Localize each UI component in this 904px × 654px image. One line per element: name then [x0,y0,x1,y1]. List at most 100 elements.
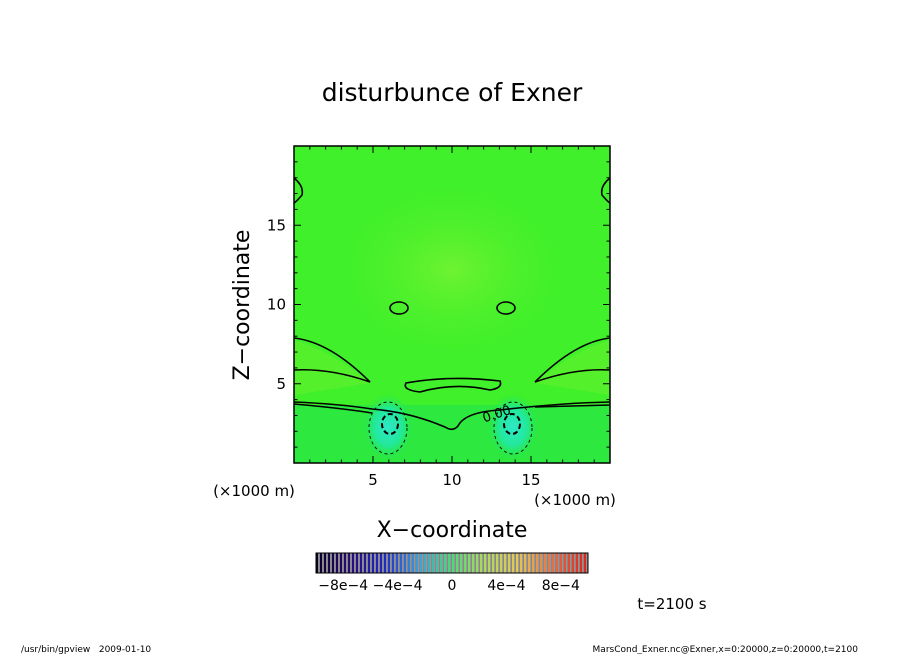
axis-tick-labels: 5 10 15 5 10 15 [267,216,541,489]
colorbar [316,553,588,573]
contour-neg-outer-left [368,401,408,455]
colorbar-divider [558,553,560,573]
colorbar-segment [560,553,563,573]
colorbar-divider [478,553,480,573]
colorbar-segment [368,553,371,573]
colorbar-divider [374,553,376,573]
colorbar-divider [330,553,332,573]
contour-center-lobe [404,377,502,393]
colorbar-divider [490,553,492,573]
colorbar-segment [532,553,535,573]
time-label: t=2100 s [637,595,706,613]
colorbar-divider [342,553,344,573]
x-tick-label: 10 [442,471,461,489]
colorbar-divider [506,553,508,573]
colorbar-segment [548,553,551,573]
colorbar-segment [420,553,423,573]
field-wedge-left [294,340,370,395]
y-tick-label: 10 [267,296,286,314]
colorbar-segment [540,553,543,573]
colorbar-segment [484,553,487,573]
colorbar-segment [352,553,355,573]
colorbar-segment [568,553,571,573]
colorbar-segment [492,553,495,573]
colorbar-divider [406,553,408,573]
colorbar-segment [376,553,379,573]
colorbar-segment [500,553,503,573]
colorbar-segment [472,553,475,573]
colorbar-divider [454,553,456,573]
colorbar-divider [346,553,348,573]
colorbar-segment [384,553,387,573]
footer-left: /usr/bin/gpview 2009-01-10 [21,645,151,654]
contours-dashed [368,401,533,455]
colorbar-segment [360,553,363,573]
x-tick-label: 5 [368,471,378,489]
colorbar-segment [444,553,447,573]
contour-lower-band [294,401,610,431]
footer-right: MarsCond_Exner.nc@Exner,x=0:20000,z=0:20… [593,645,859,654]
colorbar-divider [582,553,584,573]
colorbar-segment [332,553,335,573]
colorbar-segment [504,553,507,573]
colorbar-divider [418,553,420,573]
contour-loop-right [496,301,516,315]
colorbar-divider [322,553,324,573]
colorbar-segment [520,553,523,573]
colorbar-divider [426,553,428,573]
colorbar-segment [408,553,411,573]
colorbar-segment [584,553,587,573]
colorbar-segment [400,553,403,573]
colorbar-segment [412,553,415,573]
colorbar-divider [546,553,548,573]
contour-upper-left-edge [294,177,304,204]
colorbar-divider [566,553,568,573]
colorbar-segment [556,553,559,573]
colorbar-tick-label: 4e−4 [487,578,525,594]
contour-left-wing-upper [294,337,371,383]
colorbar-divider [422,553,424,573]
colorbar-segment [564,553,567,573]
colorbar-segment [324,553,327,573]
colorbar-segment [524,553,527,573]
colorbar-tick-label: −8e−4 [318,578,368,594]
colorbar-divider [362,553,364,573]
colorbar-divider [446,553,448,573]
colorbar-segment [460,553,463,573]
colorbar-divider [398,553,400,573]
colorbar-divider [522,553,524,573]
colorbar-divider [350,553,352,573]
colorbar-tick-label: −4e−4 [373,578,423,594]
colorbar-divider [514,553,516,573]
colorbar-segment [432,553,435,573]
colorbar-divider [382,553,384,573]
colorbar-segment [328,553,331,573]
colorbar-divider [494,553,496,573]
colorbar-segment [452,553,455,573]
chart-title: disturbunce of Exner [322,78,583,107]
colorbar-divider [542,553,544,573]
colorbar-divider [554,553,556,573]
colorbar-divider [334,553,336,573]
colorbar-divider [354,553,356,573]
plot-area: 0.00 [294,146,610,463]
colorbar-divider [498,553,500,573]
colorbar-divider [474,553,476,573]
colorbar-segment [464,553,467,573]
colorbar-segment [456,553,459,573]
contour-neg-inner-right [503,413,521,435]
colorbar-divider [434,553,436,573]
colorbar-divider [442,553,444,573]
colorbar-segment [424,553,427,573]
colorbar-segment [364,553,367,573]
colorbar-segment [544,553,547,573]
colorbar-divider [358,553,360,573]
colorbar-divider [486,553,488,573]
colorbar-segment [572,553,575,573]
colorbar-divider [530,553,532,573]
contour-lower-band-2 [294,403,373,414]
colorbar-divider [578,553,580,573]
colorbar-segment [576,553,579,573]
colorbar-segment [428,553,431,573]
